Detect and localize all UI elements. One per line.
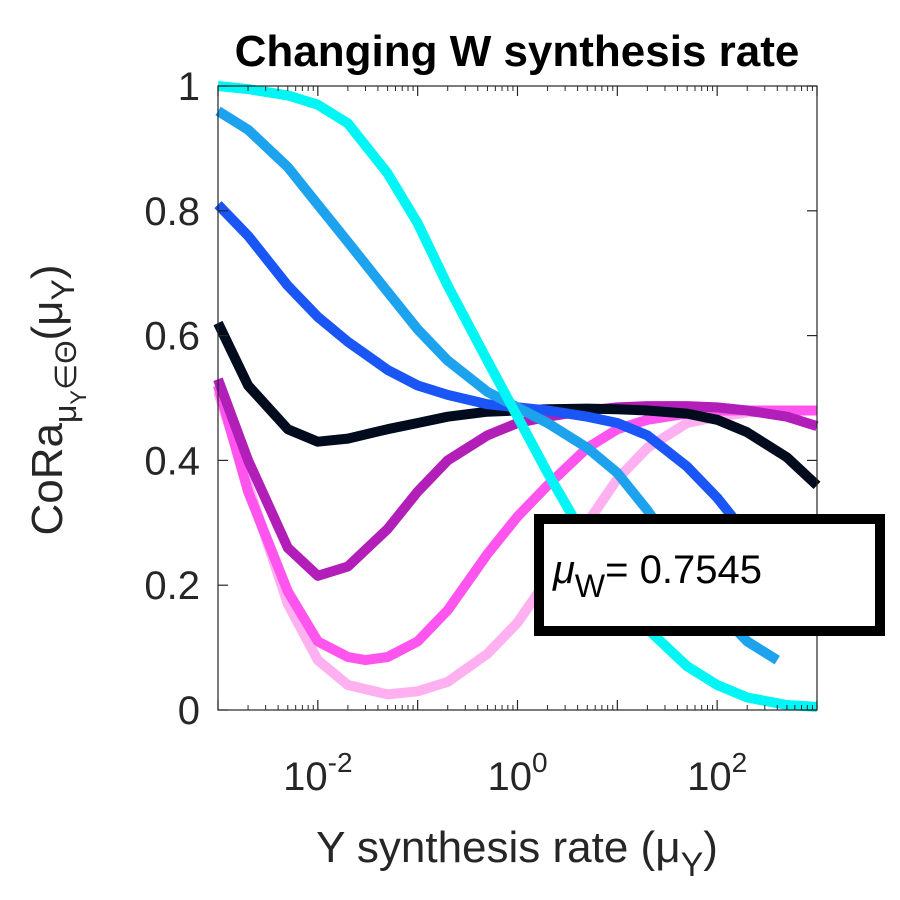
axes-layer xyxy=(217,85,818,711)
series-line-7 xyxy=(217,81,818,712)
x-axis-label: Y synthesis rate (μY) xyxy=(316,823,718,884)
y-tick-label: 0.4 xyxy=(144,439,200,483)
y-axis-label-arg-sub: Y xyxy=(45,279,81,300)
annotation-mu: μ xyxy=(552,548,575,592)
x-axis-label-sub: Y xyxy=(681,846,704,884)
x-tick-label: 100 xyxy=(487,747,547,799)
x-tick-label: 10-2 xyxy=(283,747,352,799)
annotation-text: = 0.7545 xyxy=(605,548,762,592)
y-axis-label-sub3: ∈Θ xyxy=(50,340,83,389)
annotation-box: μW= 0.7545 xyxy=(534,514,885,636)
y-axis-label-arg-open: (μ xyxy=(23,300,72,340)
svg-text:μW= 0.7545: μW= 0.7545 xyxy=(552,548,762,604)
y-axis-label: CoRaμY∈Θ(μY) xyxy=(23,264,91,535)
y-tick-label: 0.8 xyxy=(144,190,200,234)
y-tick-label: 0.2 xyxy=(144,564,200,608)
series-layer xyxy=(213,81,821,712)
y-axis-label-sub1: μ xyxy=(47,405,83,423)
svg-text:CoRaμY∈Θ(μY): CoRaμY∈Θ(μY) xyxy=(23,264,91,535)
y-tick-label: 0 xyxy=(178,689,200,733)
x-axis-label-text: Y synthesis rate (μ xyxy=(316,823,680,872)
annotation-sub: W xyxy=(575,568,606,604)
y-tick-label: 0.6 xyxy=(144,315,200,359)
y-axis-label-arg-close: ) xyxy=(23,264,72,279)
tick-labels: 10-2 100 102 0 0.2 0.4 0.6 0.8 1 xyxy=(144,65,747,799)
chart-title: Changing W synthesis rate xyxy=(235,27,800,76)
x-axis-label-close: ) xyxy=(703,823,718,872)
y-axis-label-base: CoRa xyxy=(23,423,72,536)
y-axis-label-sub2: Y xyxy=(66,390,91,405)
y-tick-label: 1 xyxy=(178,65,200,109)
x-tick-label: 102 xyxy=(687,747,747,799)
